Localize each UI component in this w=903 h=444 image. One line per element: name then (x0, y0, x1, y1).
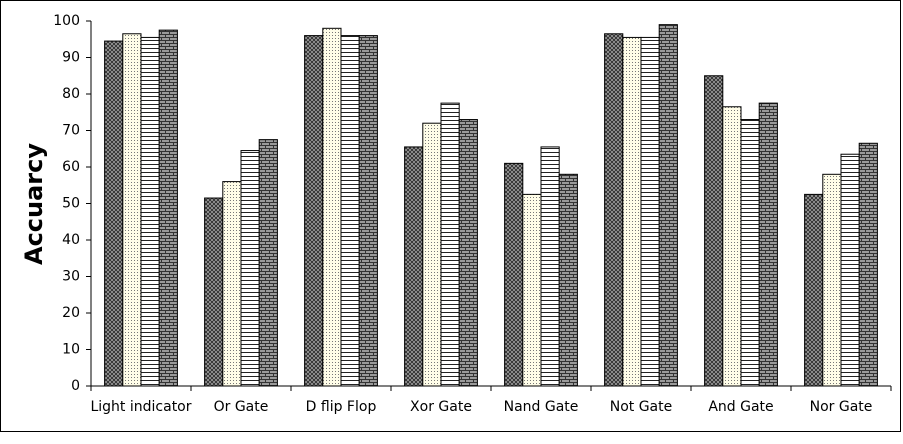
bar-brick (158, 29, 178, 387)
x-tick-label: D flip Flop (306, 399, 377, 415)
bar-dark-checker (404, 146, 424, 387)
bar-chart: Accuarcy 0 10 20 30 40 50 60 70 80 90 100 Light ind… (20, 13, 892, 415)
plot-area: 0 10 20 30 40 50 60 70 80 90 100 Light indicator Or … (53, 13, 892, 415)
bar-light-dotted (122, 33, 142, 387)
bar-dark-checker (604, 33, 624, 387)
bar-light-dotted (422, 122, 442, 387)
y-axis-title: Accuarcy (20, 143, 48, 265)
chart-frame: Accuarcy 0 10 20 30 40 50 60 70 80 90 100 Light ind… (0, 0, 901, 432)
x-tick-label: Nor Gate (810, 399, 873, 415)
y-tick-label: 80 (62, 86, 80, 102)
y-tick-label: 30 (62, 269, 80, 285)
x-tick-label: Or Gate (214, 399, 269, 415)
y-tick-label: 60 (62, 159, 80, 175)
bar-horizontal-lines (440, 102, 460, 387)
bar-horizontal-lines (640, 36, 660, 387)
y-tick-label: 0 (71, 378, 80, 394)
bar-horizontal-lines (240, 150, 260, 387)
y-tick-label: 50 (62, 196, 80, 212)
bar-dark-checker (304, 35, 324, 387)
x-tick-label: Light indicator (90, 399, 191, 415)
y-tick-label: 90 (62, 50, 80, 66)
bar-horizontal-lines (840, 153, 860, 387)
bar-dark-checker (204, 197, 224, 387)
x-tick-label: And Gate (708, 399, 773, 415)
y-tick-label: 70 (62, 123, 80, 139)
bar-light-dotted (222, 181, 242, 387)
bar-light-dotted (822, 173, 842, 387)
bar-light-dotted (322, 27, 342, 387)
y-tick-label: 20 (62, 305, 80, 321)
bar-brick (458, 119, 478, 387)
bar-horizontal-lines (340, 35, 360, 387)
bar-brick (858, 142, 878, 387)
bar-brick (258, 139, 278, 387)
bar-dark-checker (504, 162, 524, 387)
bar-horizontal-lines (140, 36, 160, 387)
y-tick-label: 40 (62, 232, 80, 248)
y-tick-label: 10 (62, 342, 80, 358)
bar-brick (358, 35, 378, 387)
x-tick-label: Xor Gate (410, 399, 472, 415)
x-tick-label: Not Gate (610, 399, 673, 415)
bar-brick (758, 102, 778, 387)
bar-light-dotted (522, 193, 542, 387)
bar-light-dotted (622, 36, 642, 387)
bar-dark-checker (104, 40, 124, 387)
bar-horizontal-lines (540, 146, 560, 387)
bar-dark-checker (804, 193, 824, 387)
bar-dark-checker (704, 75, 724, 387)
bar-light-dotted (722, 106, 742, 387)
bar-brick (658, 24, 678, 387)
y-tick-label: 100 (53, 13, 80, 29)
bar-horizontal-lines (740, 119, 760, 387)
x-tick-label: Nand Gate (504, 399, 579, 415)
bar-brick (558, 173, 578, 387)
